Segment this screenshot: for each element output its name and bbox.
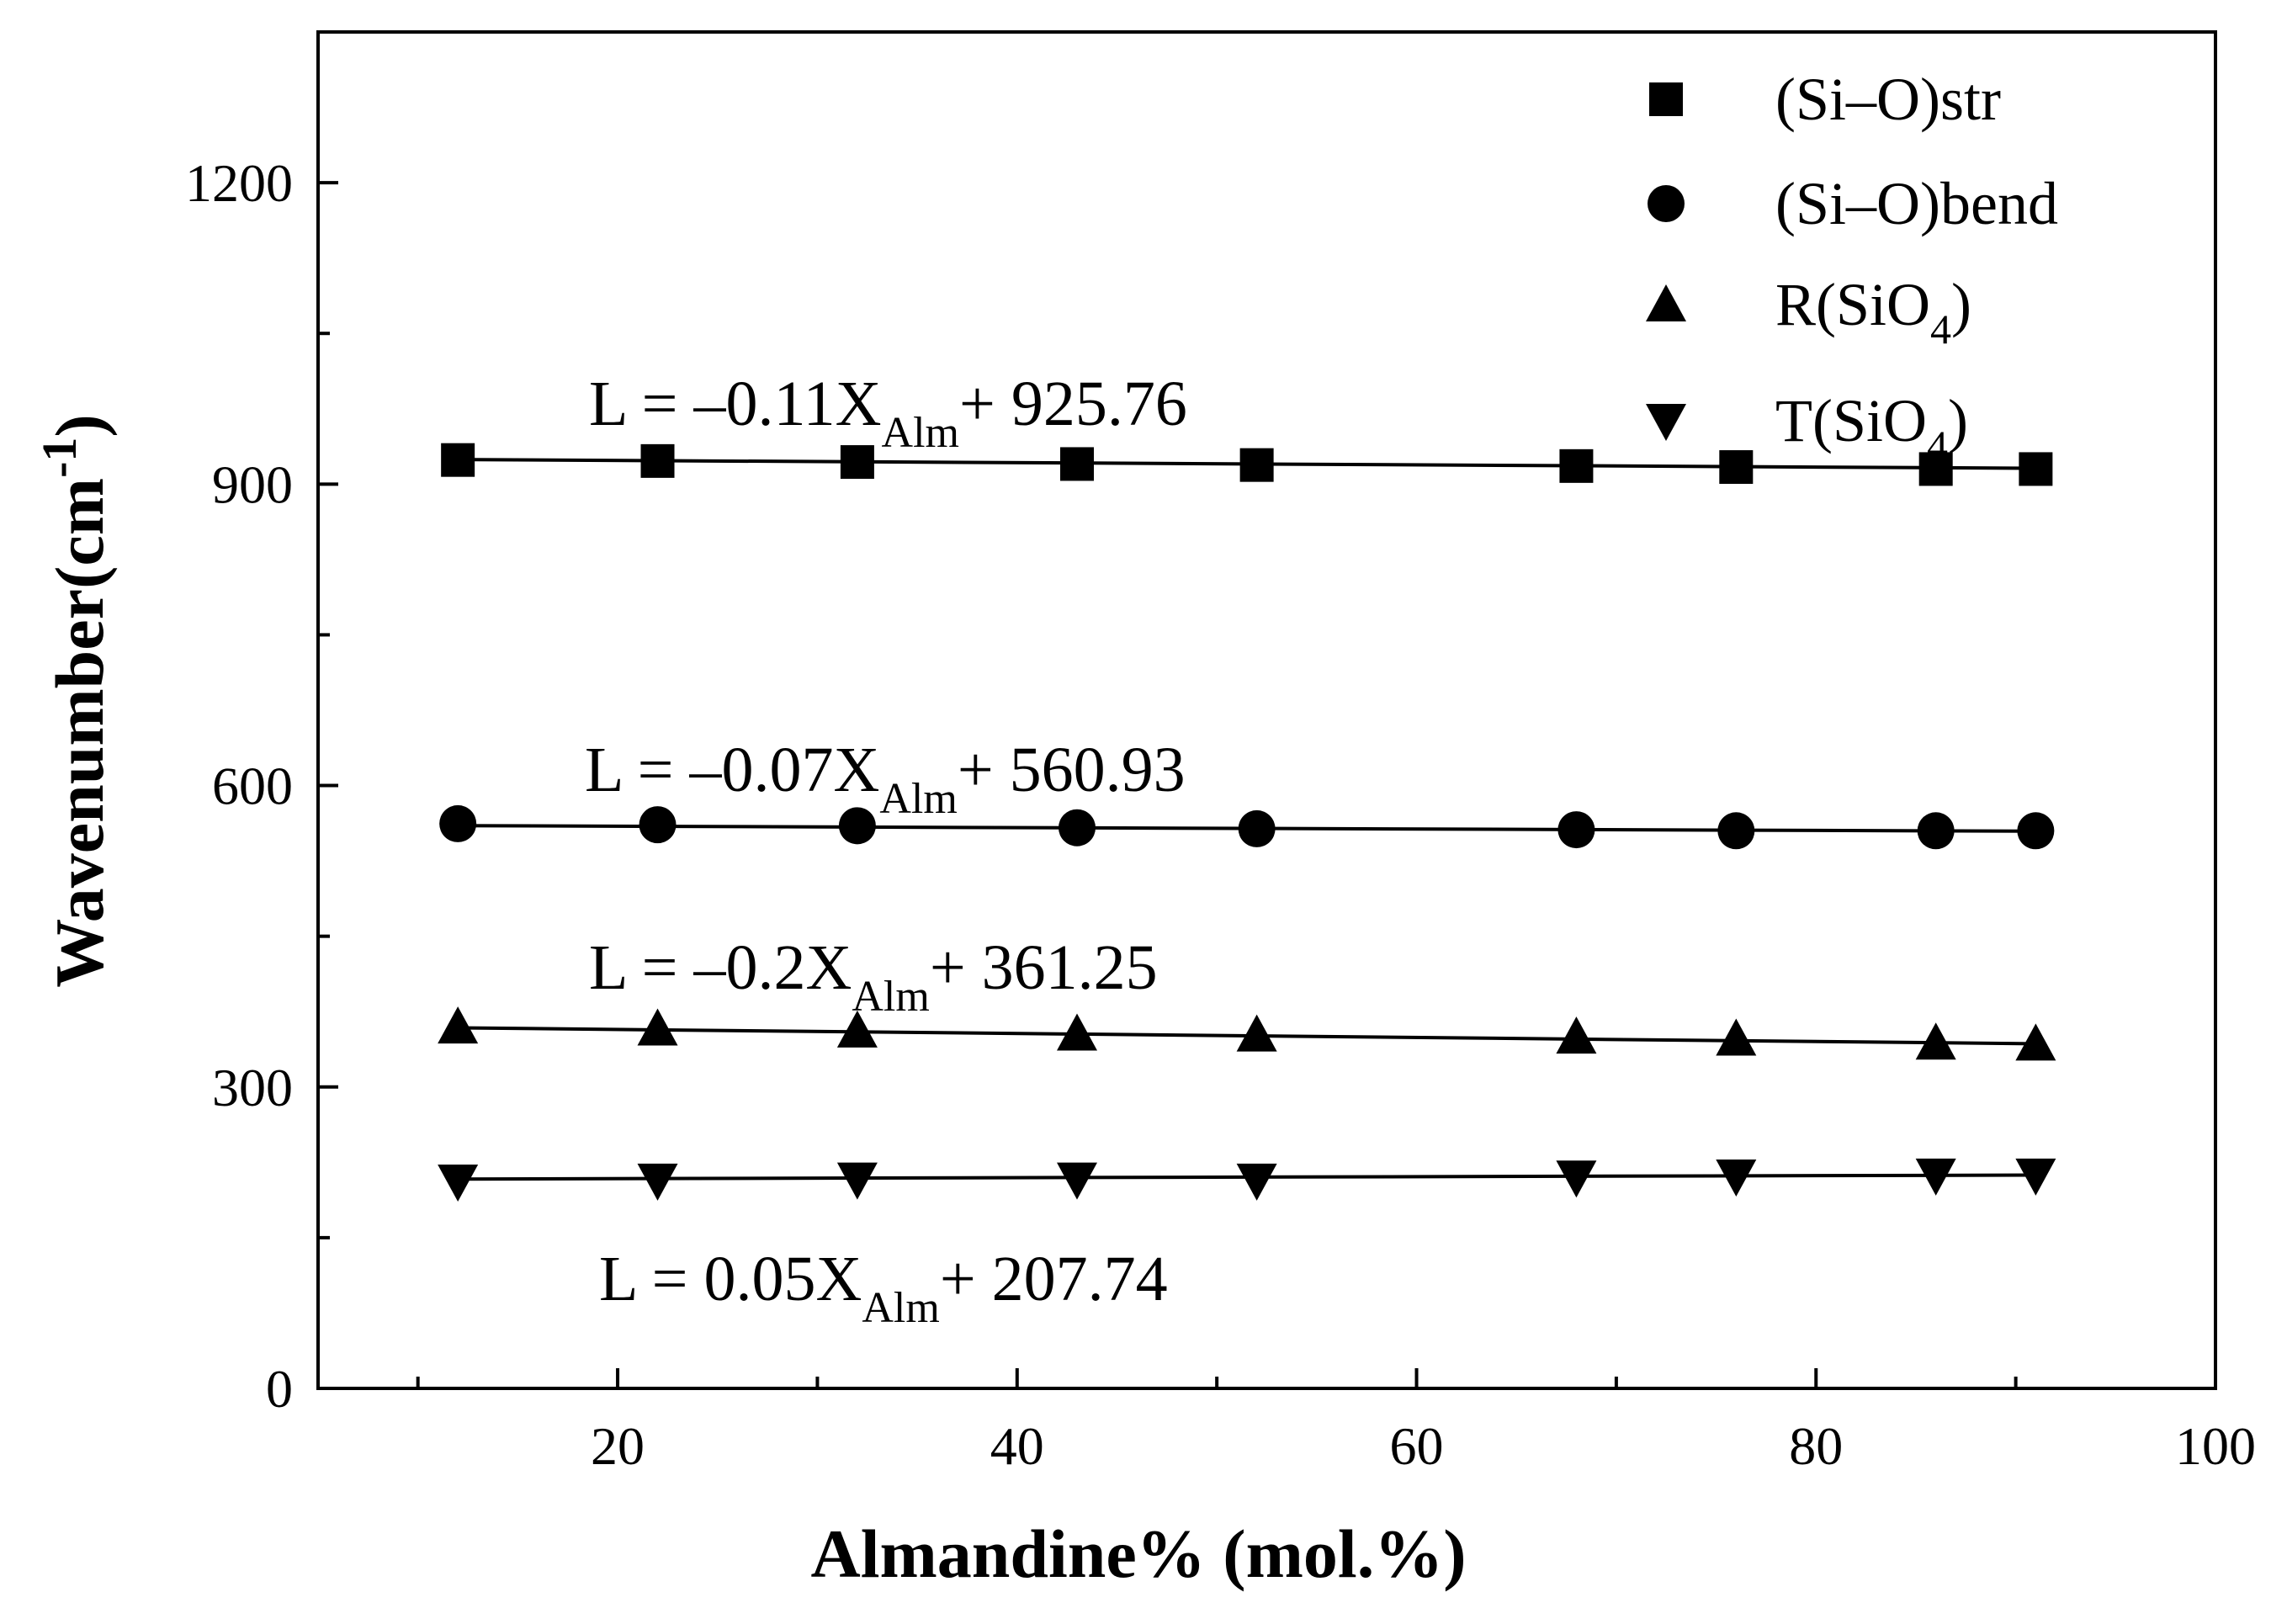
y-axis-title-exponent: -1 xyxy=(32,438,87,478)
data-point-triangle-up xyxy=(1236,1014,1277,1052)
fit-equation-subscript: Alm xyxy=(879,775,957,823)
fit-equation-subscript: Alm xyxy=(852,973,929,1021)
data-point-square xyxy=(1559,448,1594,483)
legend-marker-square xyxy=(1649,82,1683,116)
fit-equation-main: L = 0.05X xyxy=(599,1244,862,1314)
fit-equations: L = –0.11XAlm+ 925.76L = –0.07XAlm+ 560.… xyxy=(585,369,1187,1332)
plot-border xyxy=(316,30,2217,1390)
data-point-square xyxy=(840,445,874,480)
y-axis-title-close: ) xyxy=(41,414,118,437)
legend-marker-triangle-down xyxy=(1646,404,1686,441)
y-tick-label: 1200 xyxy=(185,153,293,213)
data-point-triangle-up xyxy=(438,1006,479,1044)
data-point-triangle-down xyxy=(1236,1163,1277,1201)
data-markers xyxy=(438,443,2056,1202)
fit-equation: L = 0.05XAlm+ 207.74 xyxy=(599,1244,1168,1332)
data-point-triangle-up xyxy=(836,1010,878,1048)
data-point-circle xyxy=(2017,812,2055,850)
fit-equation-main: L = –0.2X xyxy=(589,932,852,1003)
data-point-square xyxy=(2019,452,2053,486)
fit-equation-subscript: Alm xyxy=(882,409,959,457)
fit-equation-main: L = –0.07X xyxy=(585,735,879,805)
legend-label: (Si–O)bend xyxy=(1775,170,2058,237)
data-point-square xyxy=(640,443,675,478)
legend-label-subscript: 4 xyxy=(1927,422,1948,469)
data-point-circle xyxy=(639,806,677,844)
plot-frame xyxy=(316,30,2217,1390)
data-point-circle xyxy=(1717,812,1755,850)
data-point-triangle-down xyxy=(1716,1160,1757,1197)
legend-label-subscript: 4 xyxy=(1930,305,1951,353)
data-point-triangle-down xyxy=(2015,1158,2056,1196)
legend-marker-triangle-up xyxy=(1646,284,1686,321)
fit-equation: L = –0.07XAlm+ 560.93 xyxy=(585,735,1186,823)
legend-label: T(SiO4) xyxy=(1775,387,1968,469)
x-tick-label: 20 xyxy=(591,1416,645,1476)
data-point-triangle-up xyxy=(1057,1013,1097,1051)
fit-equation-intercept: + 361.25 xyxy=(930,932,1158,1003)
fit-equation-intercept: + 560.93 xyxy=(958,735,1186,805)
fit-equation-subscript: Alm xyxy=(862,1284,939,1332)
legend-label-close: ) xyxy=(1951,271,1971,338)
data-point-circle xyxy=(1557,811,1595,849)
data-point-circle xyxy=(1917,812,1955,850)
y-tick-label: 600 xyxy=(212,756,293,816)
data-point-triangle-down xyxy=(1915,1158,1956,1196)
fit-equation: L = –0.2XAlm+ 361.25 xyxy=(589,932,1158,1021)
fit-equation-main: L = –0.11X xyxy=(589,369,882,439)
y-axis-title-main: Wavenumber(cm xyxy=(41,478,118,988)
legend-label: R(SiO4) xyxy=(1775,271,1971,353)
x-tick-label: 100 xyxy=(2175,1416,2256,1476)
data-point-triangle-down xyxy=(836,1162,878,1200)
data-point-square xyxy=(1060,447,1094,481)
data-point-circle xyxy=(1238,809,1276,847)
x-tick-label: 60 xyxy=(1390,1416,1444,1476)
data-point-triangle-down xyxy=(637,1163,678,1201)
y-tick-label: 900 xyxy=(212,454,293,514)
y-tick-label: 300 xyxy=(212,1058,293,1117)
legend-label-main: (Si–O)str xyxy=(1775,66,2001,133)
data-point-triangle-up xyxy=(2015,1023,2056,1061)
data-point-triangle-down xyxy=(1057,1162,1097,1200)
data-point-square xyxy=(1719,450,1754,485)
x-tick-label: 40 xyxy=(990,1416,1044,1476)
data-point-square xyxy=(1239,448,1274,482)
legend-label-close: ) xyxy=(1948,387,1968,454)
data-point-triangle-down xyxy=(1556,1160,1597,1198)
legend-label-main: T(SiO xyxy=(1775,387,1927,454)
legend-label-main: (Si–O)bend xyxy=(1775,170,2058,237)
data-point-triangle-down xyxy=(438,1165,479,1202)
legend-label: (Si–O)str xyxy=(1775,66,2001,133)
fit-equation: L = –0.11XAlm+ 925.76 xyxy=(589,369,1187,457)
data-point-triangle-up xyxy=(1556,1016,1597,1054)
data-point-triangle-up xyxy=(1915,1022,1956,1060)
legend-label-main: R(SiO xyxy=(1775,271,1930,338)
legend-marker-circle xyxy=(1648,185,1685,222)
data-point-square xyxy=(441,443,475,477)
data-point-circle xyxy=(838,807,876,845)
fit-equation-intercept: + 207.74 xyxy=(940,1244,1168,1314)
data-point-circle xyxy=(1059,809,1096,846)
y-tick-label: 0 xyxy=(266,1359,293,1419)
y-axis-title: Wavenumber(cm-1) xyxy=(32,414,118,987)
data-point-triangle-up xyxy=(637,1008,678,1046)
data-point-triangle-up xyxy=(1716,1018,1757,1056)
data-point-circle xyxy=(439,804,477,842)
axis-ticks: 20 40 60 80 100 0 300 600 900 1200 xyxy=(185,30,2256,1476)
x-tick-label: 80 xyxy=(1789,1416,1843,1476)
fit-equation-intercept: + 925.76 xyxy=(959,369,1187,439)
data-point-square xyxy=(1918,452,1953,486)
x-axis-title: Almandine% (mol.%) xyxy=(811,1515,1467,1592)
